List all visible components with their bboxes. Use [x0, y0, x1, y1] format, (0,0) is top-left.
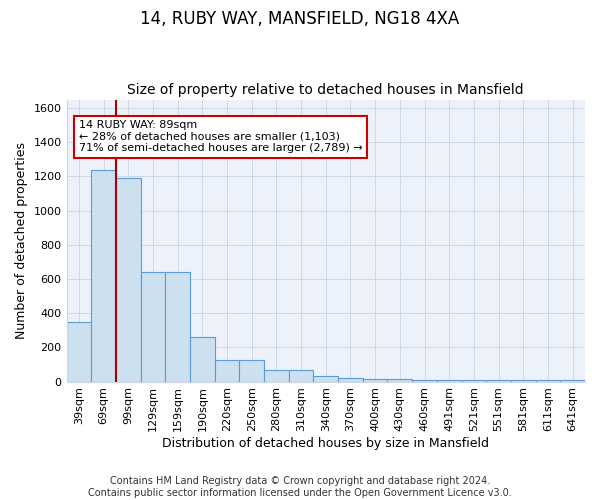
Bar: [91, 170, 116, 382]
Text: 14 RUBY WAY: 89sqm
← 28% of detached houses are smaller (1,103)
71% of semi-deta: 14 RUBY WAY: 89sqm ← 28% of detached hou…: [79, 120, 362, 154]
Bar: [313, 376, 338, 382]
Bar: [388, 379, 412, 382]
X-axis label: Distribution of detached houses by size in Mansfield: Distribution of detached houses by size …: [162, 437, 489, 450]
Bar: [560, 380, 585, 382]
Bar: [412, 380, 437, 382]
Bar: [116, 178, 140, 382]
Y-axis label: Number of detached properties: Number of detached properties: [15, 142, 28, 339]
Bar: [239, 360, 264, 382]
Bar: [140, 272, 165, 382]
Bar: [264, 370, 289, 382]
Bar: [67, 322, 91, 382]
Bar: [215, 360, 239, 382]
Bar: [536, 380, 560, 382]
Title: Size of property relative to detached houses in Mansfield: Size of property relative to detached ho…: [127, 83, 524, 97]
Text: Contains HM Land Registry data © Crown copyright and database right 2024.
Contai: Contains HM Land Registry data © Crown c…: [88, 476, 512, 498]
Bar: [190, 337, 215, 382]
Bar: [437, 380, 461, 382]
Bar: [165, 272, 190, 382]
Bar: [363, 379, 388, 382]
Bar: [338, 378, 363, 382]
Text: 14, RUBY WAY, MANSFIELD, NG18 4XA: 14, RUBY WAY, MANSFIELD, NG18 4XA: [140, 10, 460, 28]
Bar: [511, 380, 536, 382]
Bar: [461, 380, 486, 382]
Bar: [289, 370, 313, 382]
Bar: [486, 380, 511, 382]
